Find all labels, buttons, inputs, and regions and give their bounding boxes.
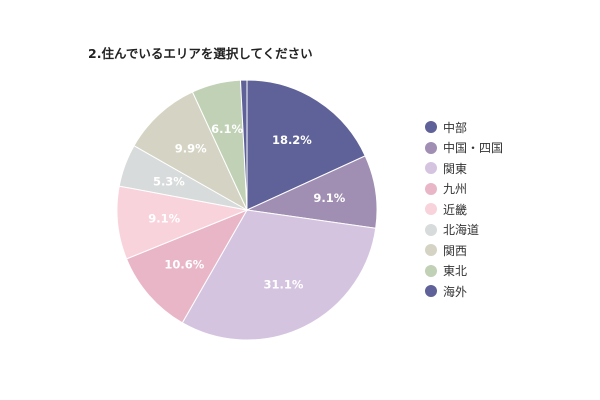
slice-value-label-5: 5.3% — [153, 174, 185, 188]
legend-swatch-7 — [425, 264, 437, 277]
slice-value-label-7: 6.1% — [211, 122, 243, 136]
pie-slice-8 — [239, 79, 248, 211]
legend-swatch-5 — [425, 223, 437, 236]
legend-label-6: 関西 — [443, 243, 468, 258]
legend-swatch-3 — [425, 182, 437, 195]
pie-slice-6 — [133, 91, 249, 212]
legend-label-5: 北海道 — [443, 223, 480, 238]
legend: 中部中国・四国関東九州近畿北海道関西東北海外 — [425, 117, 503, 302]
legend-item-3[interactable]: 九州 — [425, 179, 503, 200]
legend-item-1[interactable]: 中国・四国 — [425, 138, 503, 159]
legend-swatch-2 — [425, 162, 437, 175]
slice-value-label-1: 9.1% — [313, 191, 345, 205]
legend-label-3: 九州 — [443, 182, 468, 197]
legend-item-2[interactable]: 関東 — [425, 158, 503, 179]
slice-value-label-6: 9.9% — [175, 142, 207, 156]
legend-item-7[interactable]: 東北 — [425, 261, 503, 282]
legend-swatch-6 — [425, 244, 437, 257]
legend-swatch-8 — [425, 285, 437, 298]
slice-value-label-3: 10.6% — [164, 258, 204, 272]
legend-swatch-0 — [425, 121, 437, 134]
legend-label-0: 中部 — [443, 120, 468, 135]
pie-slice-3 — [125, 208, 249, 324]
legend-label-2: 関東 — [443, 161, 468, 176]
legend-swatch-1 — [425, 141, 437, 154]
legend-label-8: 海外 — [443, 284, 468, 299]
legend-item-0[interactable]: 中部 — [425, 117, 503, 138]
legend-item-4[interactable]: 近畿 — [425, 199, 503, 220]
legend-label-4: 近畿 — [443, 202, 468, 217]
pie-slice-0 — [246, 79, 366, 211]
slice-value-label-0: 18.2% — [272, 133, 312, 147]
legend-swatch-4 — [425, 203, 437, 216]
pie-slice-2 — [181, 209, 377, 341]
slice-value-label-2: 31.1% — [264, 278, 304, 292]
legend-item-6[interactable]: 関西 — [425, 240, 503, 261]
legend-label-1: 中国・四国 — [443, 141, 504, 156]
legend-item-5[interactable]: 北海道 — [425, 220, 503, 241]
chart-title: 2.住んでいるエリアを選択してください — [88, 46, 313, 61]
slice-value-label-4: 9.1% — [148, 211, 180, 225]
legend-item-8[interactable]: 海外 — [425, 281, 503, 302]
legend-label-7: 東北 — [443, 264, 468, 279]
